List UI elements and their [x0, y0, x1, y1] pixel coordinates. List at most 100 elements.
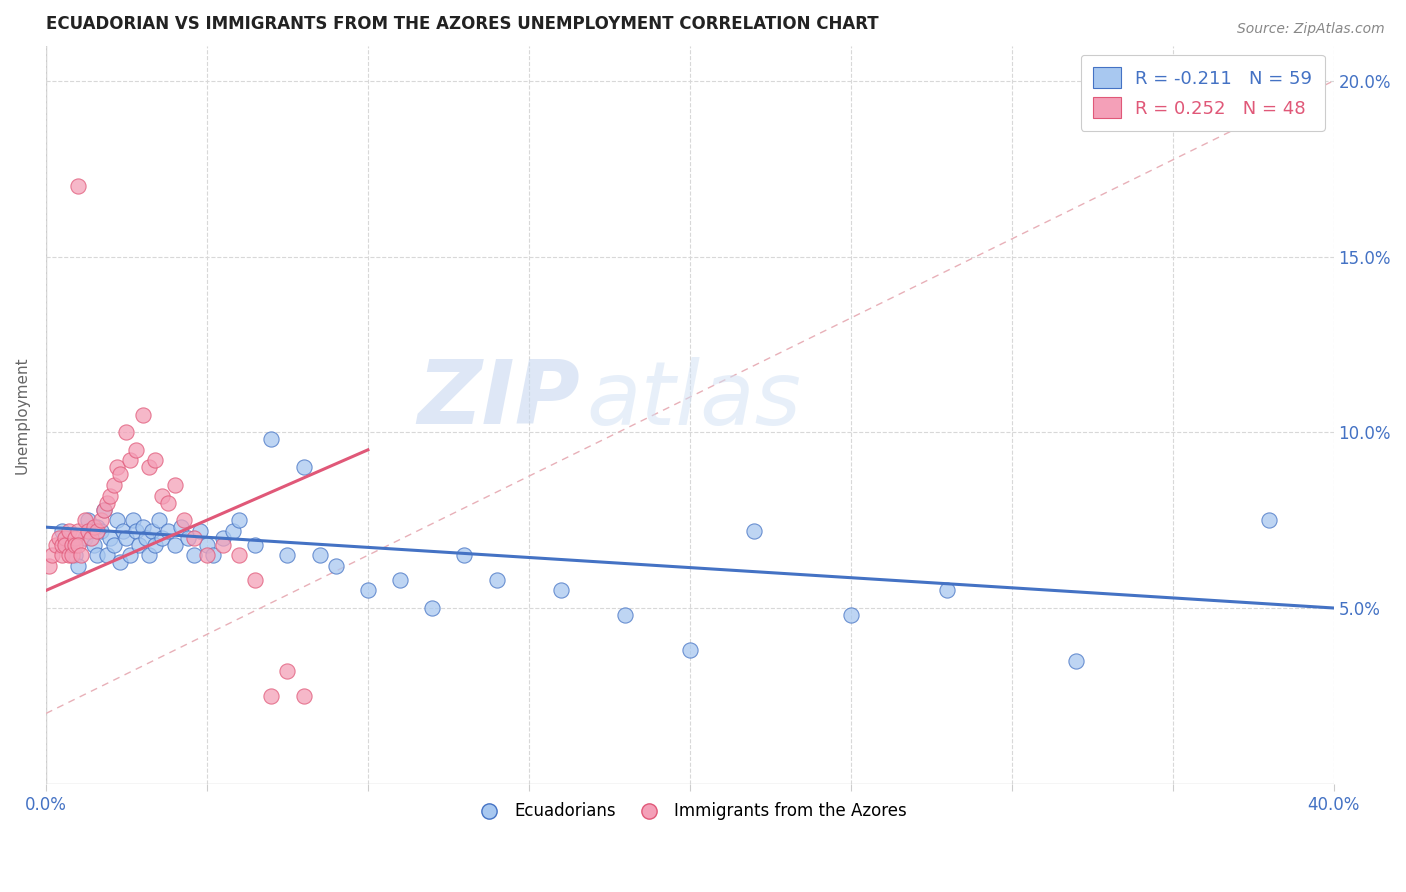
Point: [122, 513, 145, 527]
Point: [148, 513, 170, 527]
Point: [63, 538, 86, 552]
Point: [145, 453, 167, 467]
Point: [183, 549, 205, 563]
Point: [1064, 654, 1087, 668]
Point: [93, 502, 115, 516]
Point: [76, 524, 98, 538]
Point: [76, 513, 98, 527]
Point: [190, 524, 212, 538]
Point: [115, 425, 138, 440]
Point: [145, 538, 167, 552]
Point: [83, 538, 105, 552]
Point: [131, 520, 153, 534]
Point: [90, 524, 112, 538]
Point: [614, 607, 637, 622]
Point: [118, 549, 141, 563]
Point: [183, 531, 205, 545]
Point: [51, 549, 73, 563]
Point: [67, 179, 90, 194]
Point: [138, 549, 160, 563]
Text: ZIP: ZIP: [418, 357, 581, 443]
Point: [276, 549, 298, 563]
Point: [112, 524, 135, 538]
Point: [202, 549, 225, 563]
Point: [157, 524, 180, 538]
Point: [150, 531, 173, 545]
Point: [115, 531, 138, 545]
Point: [839, 607, 862, 622]
Point: [420, 601, 443, 615]
Point: [141, 524, 163, 538]
Point: [212, 538, 235, 552]
Point: [86, 524, 108, 538]
Point: [45, 538, 67, 552]
Point: [108, 467, 131, 482]
Point: [742, 524, 765, 538]
Point: [67, 538, 90, 552]
Point: [276, 665, 298, 679]
Point: [105, 460, 128, 475]
Point: [157, 495, 180, 509]
Point: [260, 432, 283, 446]
Point: [51, 524, 73, 538]
Point: [163, 538, 186, 552]
Point: [195, 538, 218, 552]
Point: [58, 524, 80, 538]
Point: [485, 573, 508, 587]
Point: [228, 513, 250, 527]
Point: [138, 460, 160, 475]
Legend: Ecuadorians, Immigrants from the Azores: Ecuadorians, Immigrants from the Azores: [465, 796, 914, 827]
Point: [108, 555, 131, 569]
Point: [118, 453, 141, 467]
Point: [228, 549, 250, 563]
Point: [60, 538, 83, 552]
Point: [292, 460, 315, 475]
Point: [63, 549, 86, 563]
Point: [131, 408, 153, 422]
Point: [105, 513, 128, 527]
Point: [70, 549, 93, 563]
Point: [221, 524, 243, 538]
Point: [48, 531, 70, 545]
Point: [80, 531, 103, 545]
Point: [98, 489, 121, 503]
Point: [679, 643, 702, 657]
Point: [292, 689, 315, 703]
Text: ECUADORIAN VS IMMIGRANTS FROM THE AZORES UNEMPLOYMENT CORRELATION CHART: ECUADORIAN VS IMMIGRANTS FROM THE AZORES…: [46, 15, 879, 33]
Point: [93, 502, 115, 516]
Point: [96, 495, 118, 509]
Point: [53, 531, 76, 545]
Text: Source: ZipAtlas.com: Source: ZipAtlas.com: [1237, 22, 1385, 37]
Point: [67, 558, 90, 573]
Point: [1258, 513, 1281, 527]
Point: [83, 520, 105, 534]
Point: [176, 531, 198, 545]
Point: [63, 531, 86, 545]
Point: [98, 531, 121, 545]
Point: [135, 531, 157, 545]
Point: [53, 538, 76, 552]
Point: [67, 524, 90, 538]
Point: [96, 549, 118, 563]
Point: [195, 549, 218, 563]
Point: [212, 531, 235, 545]
Point: [41, 549, 63, 563]
Text: atlas: atlas: [586, 357, 801, 443]
Point: [51, 538, 73, 552]
Point: [38, 558, 60, 573]
Point: [550, 583, 572, 598]
Point: [60, 549, 83, 563]
Y-axis label: Unemployment: Unemployment: [15, 356, 30, 474]
Point: [125, 524, 148, 538]
Point: [389, 573, 412, 587]
Point: [103, 478, 125, 492]
Point: [73, 513, 96, 527]
Point: [170, 520, 193, 534]
Point: [260, 689, 283, 703]
Point: [86, 549, 108, 563]
Point: [308, 549, 330, 563]
Point: [245, 538, 267, 552]
Point: [128, 538, 150, 552]
Point: [103, 538, 125, 552]
Point: [245, 573, 267, 587]
